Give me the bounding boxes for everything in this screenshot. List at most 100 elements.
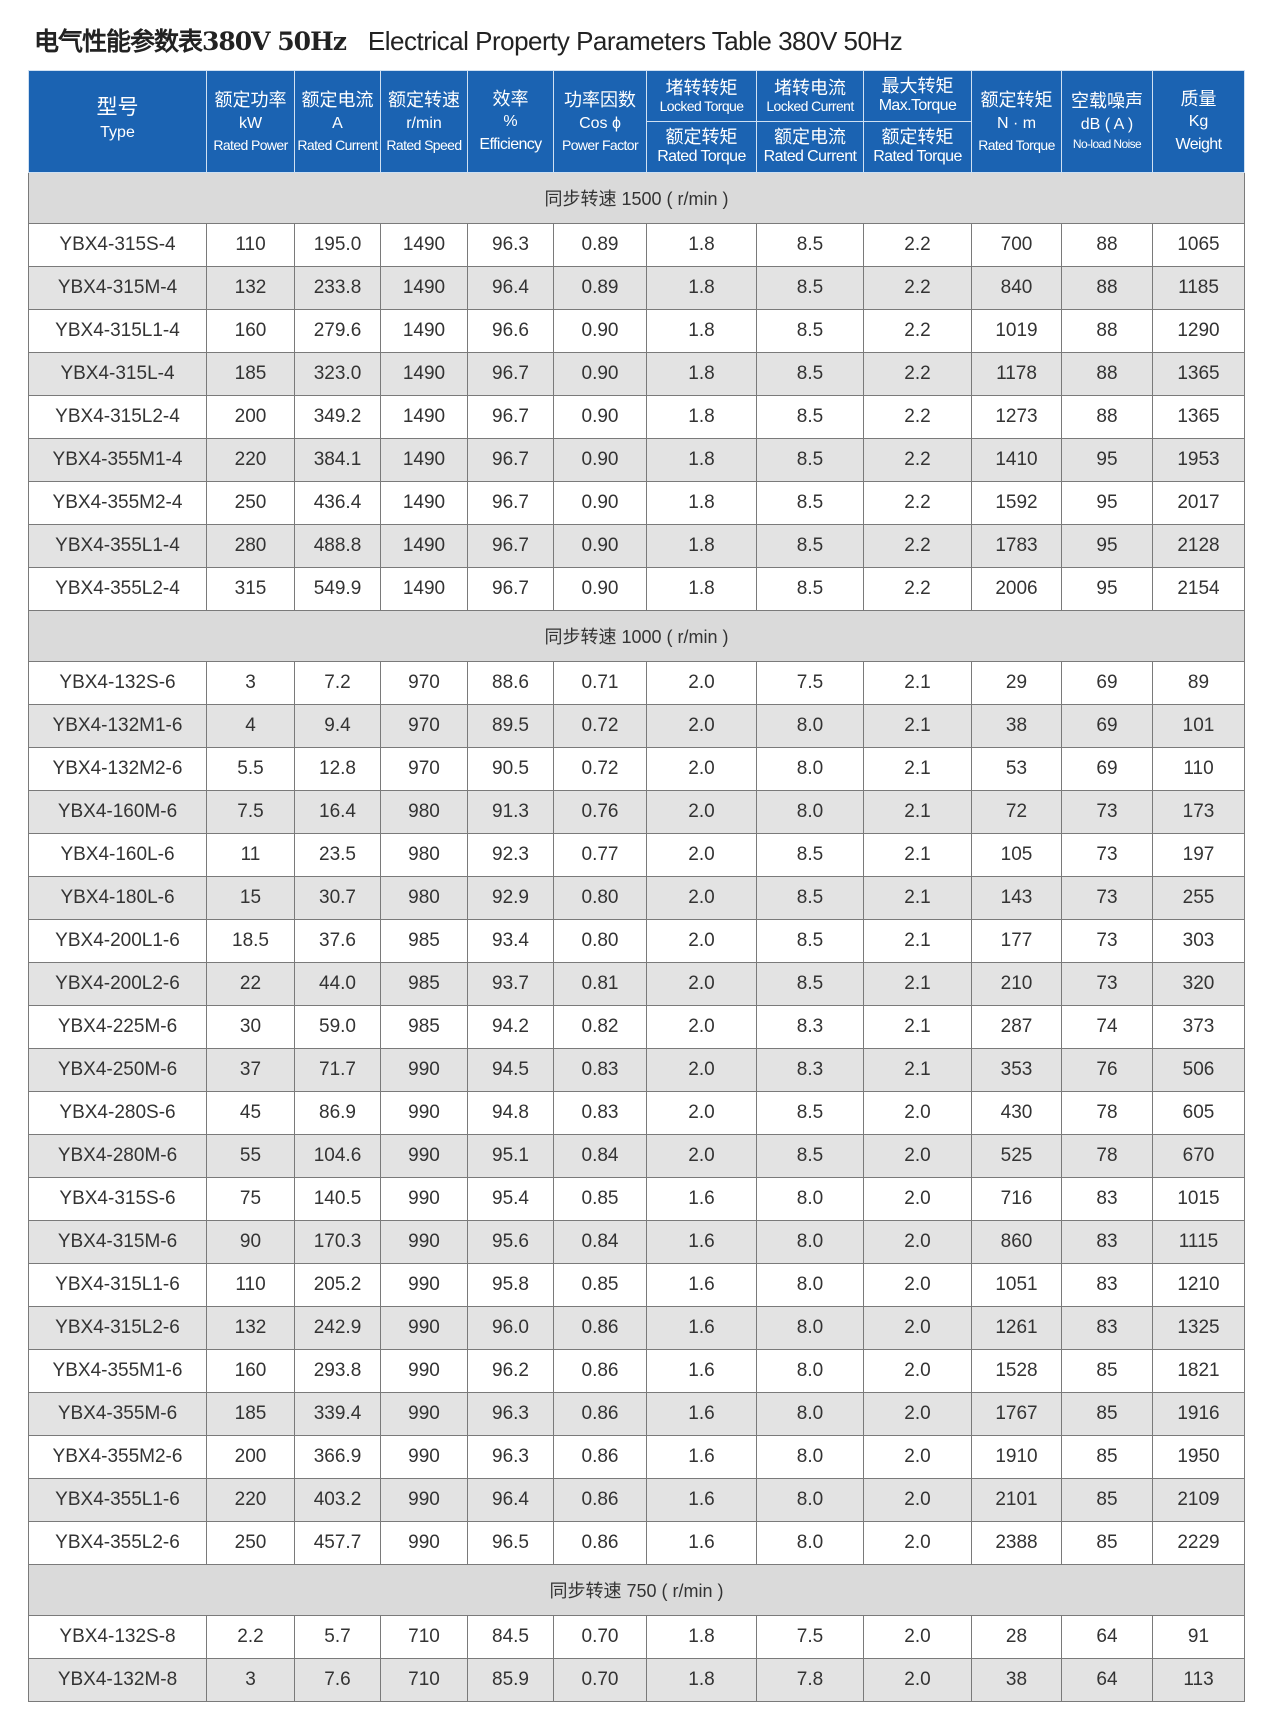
value-cell: 78	[1061, 1134, 1153, 1178]
value-cell: 38	[971, 1658, 1062, 1702]
header-text: Rated Current	[297, 136, 378, 153]
value-cell: 1.6	[646, 1220, 757, 1264]
value-cell: 0.90	[553, 395, 647, 439]
value-cell: 2.0	[646, 876, 757, 920]
value-cell: 2.2	[863, 524, 972, 568]
value-cell: 1410	[971, 438, 1062, 482]
value-cell: 8.5	[756, 438, 864, 482]
value-cell: 69	[1061, 747, 1153, 791]
header-text: 堵转转矩	[665, 77, 738, 98]
value-cell: 89.5	[467, 704, 554, 748]
model-cell: YBX4-355M1-4	[28, 438, 207, 482]
model-cell: YBX4-355M-6	[28, 1392, 207, 1436]
value-cell: 1490	[380, 352, 468, 396]
value-cell: 73	[1061, 962, 1153, 1006]
value-cell: 64	[1061, 1658, 1153, 1702]
value-cell: 195.0	[294, 223, 381, 267]
header-text: 最大转矩	[881, 76, 954, 97]
value-cell: 0.81	[553, 962, 647, 1006]
header-max-torque-denominator: 额定转矩 Rated Torque	[863, 121, 972, 173]
value-cell: 0.71	[553, 661, 647, 705]
value-cell: 93.7	[467, 962, 554, 1006]
value-cell: 980	[380, 790, 468, 834]
value-cell: 1.8	[646, 524, 757, 568]
value-cell: 233.8	[294, 266, 381, 310]
model-cell: YBX4-355L2-4	[28, 567, 207, 611]
table-row: YBX4-355M2-6 200 366.9 990 96.3 0.86 1.6 8.0 2.0…	[28, 1435, 1245, 1479]
value-cell: 8.0	[756, 790, 864, 834]
value-cell: 29	[971, 661, 1062, 705]
value-cell: 96.3	[467, 1392, 554, 1436]
header-text: Cos ϕ	[579, 114, 621, 132]
model-cell: YBX4-280M-6	[28, 1134, 207, 1178]
value-cell: 0.86	[553, 1478, 647, 1522]
model-cell: YBX4-132M-8	[28, 1658, 207, 1702]
value-cell: 0.86	[553, 1349, 647, 1393]
value-cell: 0.72	[553, 704, 647, 748]
model-cell: YBX4-315S-4	[28, 223, 207, 267]
header-text: 质量	[1180, 88, 1217, 109]
value-cell: 104.6	[294, 1134, 381, 1178]
value-cell: 710	[380, 1615, 468, 1659]
value-cell: 93.4	[467, 919, 554, 963]
header-locked-current-denominator: 额定电流 Rated Current	[756, 121, 864, 173]
value-cell: 0.82	[553, 1005, 647, 1049]
model-cell: YBX4-280S-6	[28, 1091, 207, 1135]
value-cell: 2154	[1152, 567, 1245, 611]
value-cell: 8.0	[756, 1392, 864, 1436]
value-cell: 8.5	[756, 833, 864, 877]
value-cell: 0.77	[553, 833, 647, 877]
value-cell: 457.7	[294, 1521, 381, 1565]
value-cell: 1115	[1152, 1220, 1245, 1264]
value-cell: 2.1	[863, 747, 972, 791]
header-text: 额定电流	[774, 127, 846, 148]
value-cell: 2006	[971, 567, 1062, 611]
value-cell: 96.7	[467, 481, 554, 525]
table-row: YBX4-180L-6 15 30.7 980 92.9 0.80 2.0 8.5 2.1 143…	[28, 876, 1245, 920]
value-cell: 1210	[1152, 1263, 1245, 1307]
header-locked-current: 堵转电流 Locked Current	[756, 70, 864, 122]
value-cell: 8.0	[756, 1435, 864, 1479]
value-cell: 85	[1061, 1521, 1153, 1565]
title-en: Electrical Property Parameters Table 380…	[367, 26, 903, 56]
value-cell: 980	[380, 833, 468, 877]
value-cell: 985	[380, 1005, 468, 1049]
value-cell: 1783	[971, 524, 1062, 568]
header-text: 额定转速	[388, 89, 460, 110]
value-cell: 94.5	[467, 1048, 554, 1092]
value-cell: 110	[206, 223, 295, 267]
value-cell: 12.8	[294, 747, 381, 791]
header-text: r/min	[406, 114, 442, 132]
value-cell: 73	[1061, 790, 1153, 834]
value-cell: 94.2	[467, 1005, 554, 1049]
value-cell: 69	[1061, 661, 1153, 705]
value-cell: 96.7	[467, 438, 554, 482]
table-row: YBX4-200L1-6 18.5 37.6 985 93.4 0.80 2.0 8.5 2.1…	[28, 919, 1245, 963]
table-row: YBX4-355L2-4 315 549.9 1490 96.7 0.90 1.8 8.5 2.…	[28, 567, 1245, 611]
value-cell: 96.4	[467, 1478, 554, 1522]
value-cell: 0.86	[553, 1392, 647, 1436]
value-cell: 210	[971, 962, 1062, 1006]
model-cell: YBX4-355M2-6	[28, 1435, 207, 1479]
value-cell: 0.90	[553, 352, 647, 396]
value-cell: 88	[1061, 266, 1153, 310]
value-cell: 2.0	[863, 1615, 972, 1659]
model-cell: YBX4-355L1-4	[28, 524, 207, 568]
value-cell: 2.2	[863, 352, 972, 396]
value-cell: 73	[1061, 876, 1153, 920]
value-cell: 83	[1061, 1306, 1153, 1350]
value-cell: 1528	[971, 1349, 1062, 1393]
header-text: 效率	[492, 88, 529, 109]
value-cell: 0.76	[553, 790, 647, 834]
value-cell: 8.0	[756, 1478, 864, 1522]
value-cell: 0.90	[553, 567, 647, 611]
value-cell: 7.5	[206, 790, 295, 834]
value-cell: 2.0	[863, 1349, 972, 1393]
value-cell: 990	[380, 1048, 468, 1092]
value-cell: 8.5	[756, 962, 864, 1006]
value-cell: 1.6	[646, 1478, 757, 1522]
header-max-torque: 最大转矩 Max.Torque	[863, 70, 972, 122]
table-row: YBX4-250M-6 37 71.7 990 94.5 0.83 2.0 8.3 2.1 353…	[28, 1048, 1245, 1092]
value-cell: 83	[1061, 1177, 1153, 1221]
table-row: YBX4-315M-4 132 233.8 1490 96.4 0.89 1.8 8.5 2.2…	[28, 266, 1245, 310]
